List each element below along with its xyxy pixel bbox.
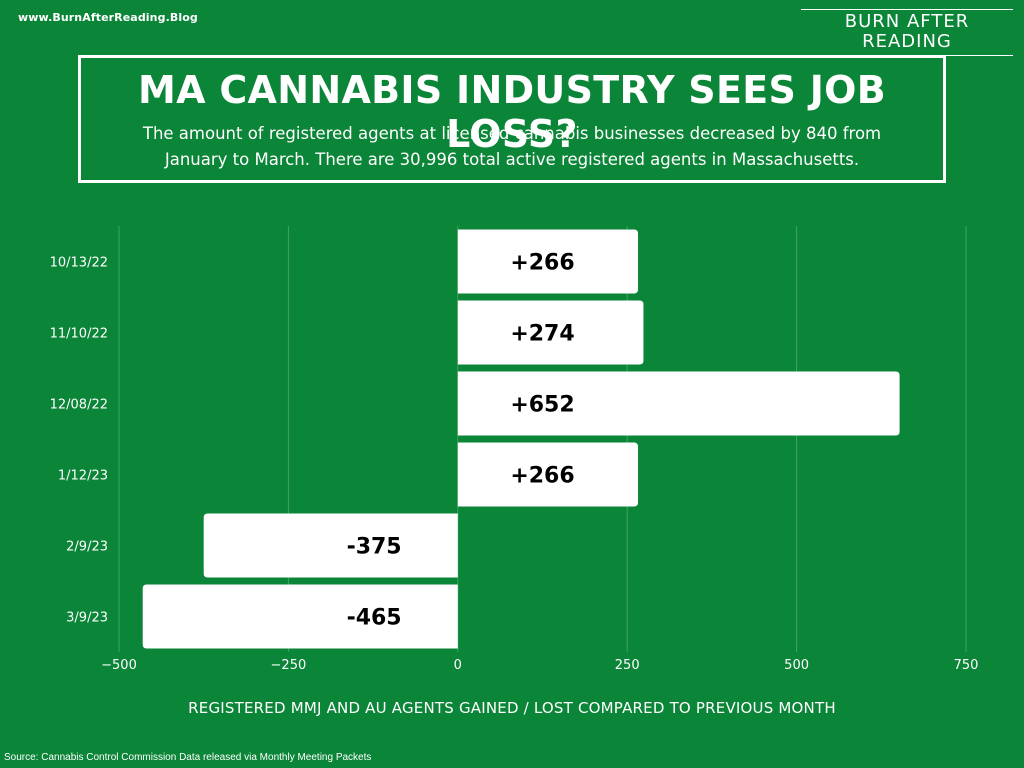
x-tick-label: 750 bbox=[954, 658, 979, 673]
y-tick-label: 12/08/22 bbox=[50, 398, 108, 413]
data-label: +266 bbox=[510, 251, 574, 276]
title-box: MA CANNABIS INDUSTRY SEES JOB LOSS? The … bbox=[78, 55, 946, 183]
bar-chart: −500 −250 0 250 500 750 10/13/22 +266 11/10/22 +2… bbox=[50, 226, 979, 673]
chart-title: MA CANNABIS INDUSTRY SEES JOB LOSS? bbox=[137, 68, 886, 156]
data-label: -375 bbox=[347, 535, 402, 560]
subtitle-line-2: January to March. There are 30,996 total… bbox=[164, 150, 860, 169]
bar-3-9-23 bbox=[142, 584, 458, 649]
x-tick-label: 0 bbox=[454, 658, 462, 673]
data-label: -465 bbox=[347, 606, 402, 631]
source-note: Source: Cannabis Control Commission Data… bbox=[4, 752, 372, 763]
bar-11-10-22 bbox=[457, 300, 644, 365]
y-tick-label: 3/9/23 bbox=[66, 611, 108, 626]
y-tick-label: 2/9/23 bbox=[66, 540, 108, 555]
x-tick-label: −250 bbox=[271, 658, 307, 673]
x-tick-label: 500 bbox=[784, 658, 809, 673]
subtitle-line-1: The amount of registered agents at licen… bbox=[142, 124, 882, 143]
y-tick-label: 11/10/22 bbox=[50, 327, 108, 342]
bar-10-13-22 bbox=[457, 229, 639, 294]
x-tick-label: −500 bbox=[101, 658, 137, 673]
chart-subtitle: The amount of registered agents at licen… bbox=[101, 121, 923, 173]
bar-12-08-22 bbox=[457, 371, 900, 436]
y-tick-label: 1/12/23 bbox=[58, 469, 108, 484]
site-url[interactable]: www.BurnAfterReading.Blog bbox=[18, 11, 198, 24]
y-tick-label: 10/13/22 bbox=[50, 256, 108, 271]
data-label: +274 bbox=[510, 322, 574, 347]
data-label: +266 bbox=[510, 464, 574, 489]
x-axis-title: REGISTERED MMJ AND AU AGENTS GAINED / LO… bbox=[188, 699, 836, 717]
bar-2-9-23 bbox=[203, 513, 458, 578]
x-tick-label: 250 bbox=[615, 658, 640, 673]
data-label: +652 bbox=[510, 393, 574, 418]
bar-1-12-23 bbox=[457, 442, 639, 507]
